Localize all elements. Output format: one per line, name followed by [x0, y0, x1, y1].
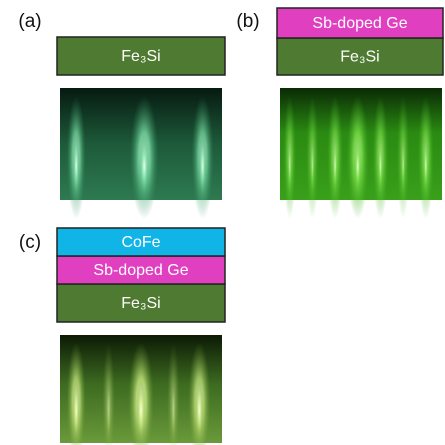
streak-core	[106, 378, 111, 443]
layer-label: Fe₃Si	[340, 49, 379, 66]
streak-core	[73, 378, 80, 443]
streak-core	[332, 133, 338, 200]
figure: (a) Fe₃Si (b) Fe₃Si Sb-doped Ge (c) Fe₃Si Sb-do…	[0, 0, 445, 445]
panel-label: (b)	[236, 11, 259, 32]
streak-core	[377, 133, 383, 200]
rheed-image	[280, 88, 442, 219]
streak-core	[287, 133, 292, 200]
streak-core	[423, 133, 429, 200]
streak-core	[310, 133, 315, 200]
streak-core	[401, 133, 406, 200]
rheed-image	[60, 335, 222, 445]
panel-label: (a)	[18, 11, 41, 32]
panel: (a) Fe₃Si	[18, 11, 225, 219]
rheed-image	[60, 88, 222, 219]
layer-label: Fe₃Si	[121, 48, 160, 65]
streak-core	[136, 378, 146, 443]
streak-core	[354, 133, 362, 200]
streak-core	[195, 378, 203, 443]
streak-core	[171, 378, 176, 443]
panel: (b) Fe₃Si Sb-doped Ge	[236, 8, 443, 219]
panel: (c) Fe₃Si Sb-doped Ge CoFe	[19, 228, 225, 445]
layer-label: Sb-doped Ge	[93, 262, 188, 279]
streak-core	[73, 133, 80, 200]
panels: (a) Fe₃Si (b) Fe₃Si Sb-doped Ge (c) Fe₃Si Sb-do…	[18, 8, 443, 445]
streak-core	[198, 133, 206, 200]
layer-label: Fe₃Si	[121, 295, 160, 312]
panel-label: (c)	[19, 232, 41, 253]
streak-core	[139, 133, 150, 200]
layer-label: CoFe	[121, 234, 160, 251]
layer-label: Sb-doped Ge	[312, 15, 407, 32]
